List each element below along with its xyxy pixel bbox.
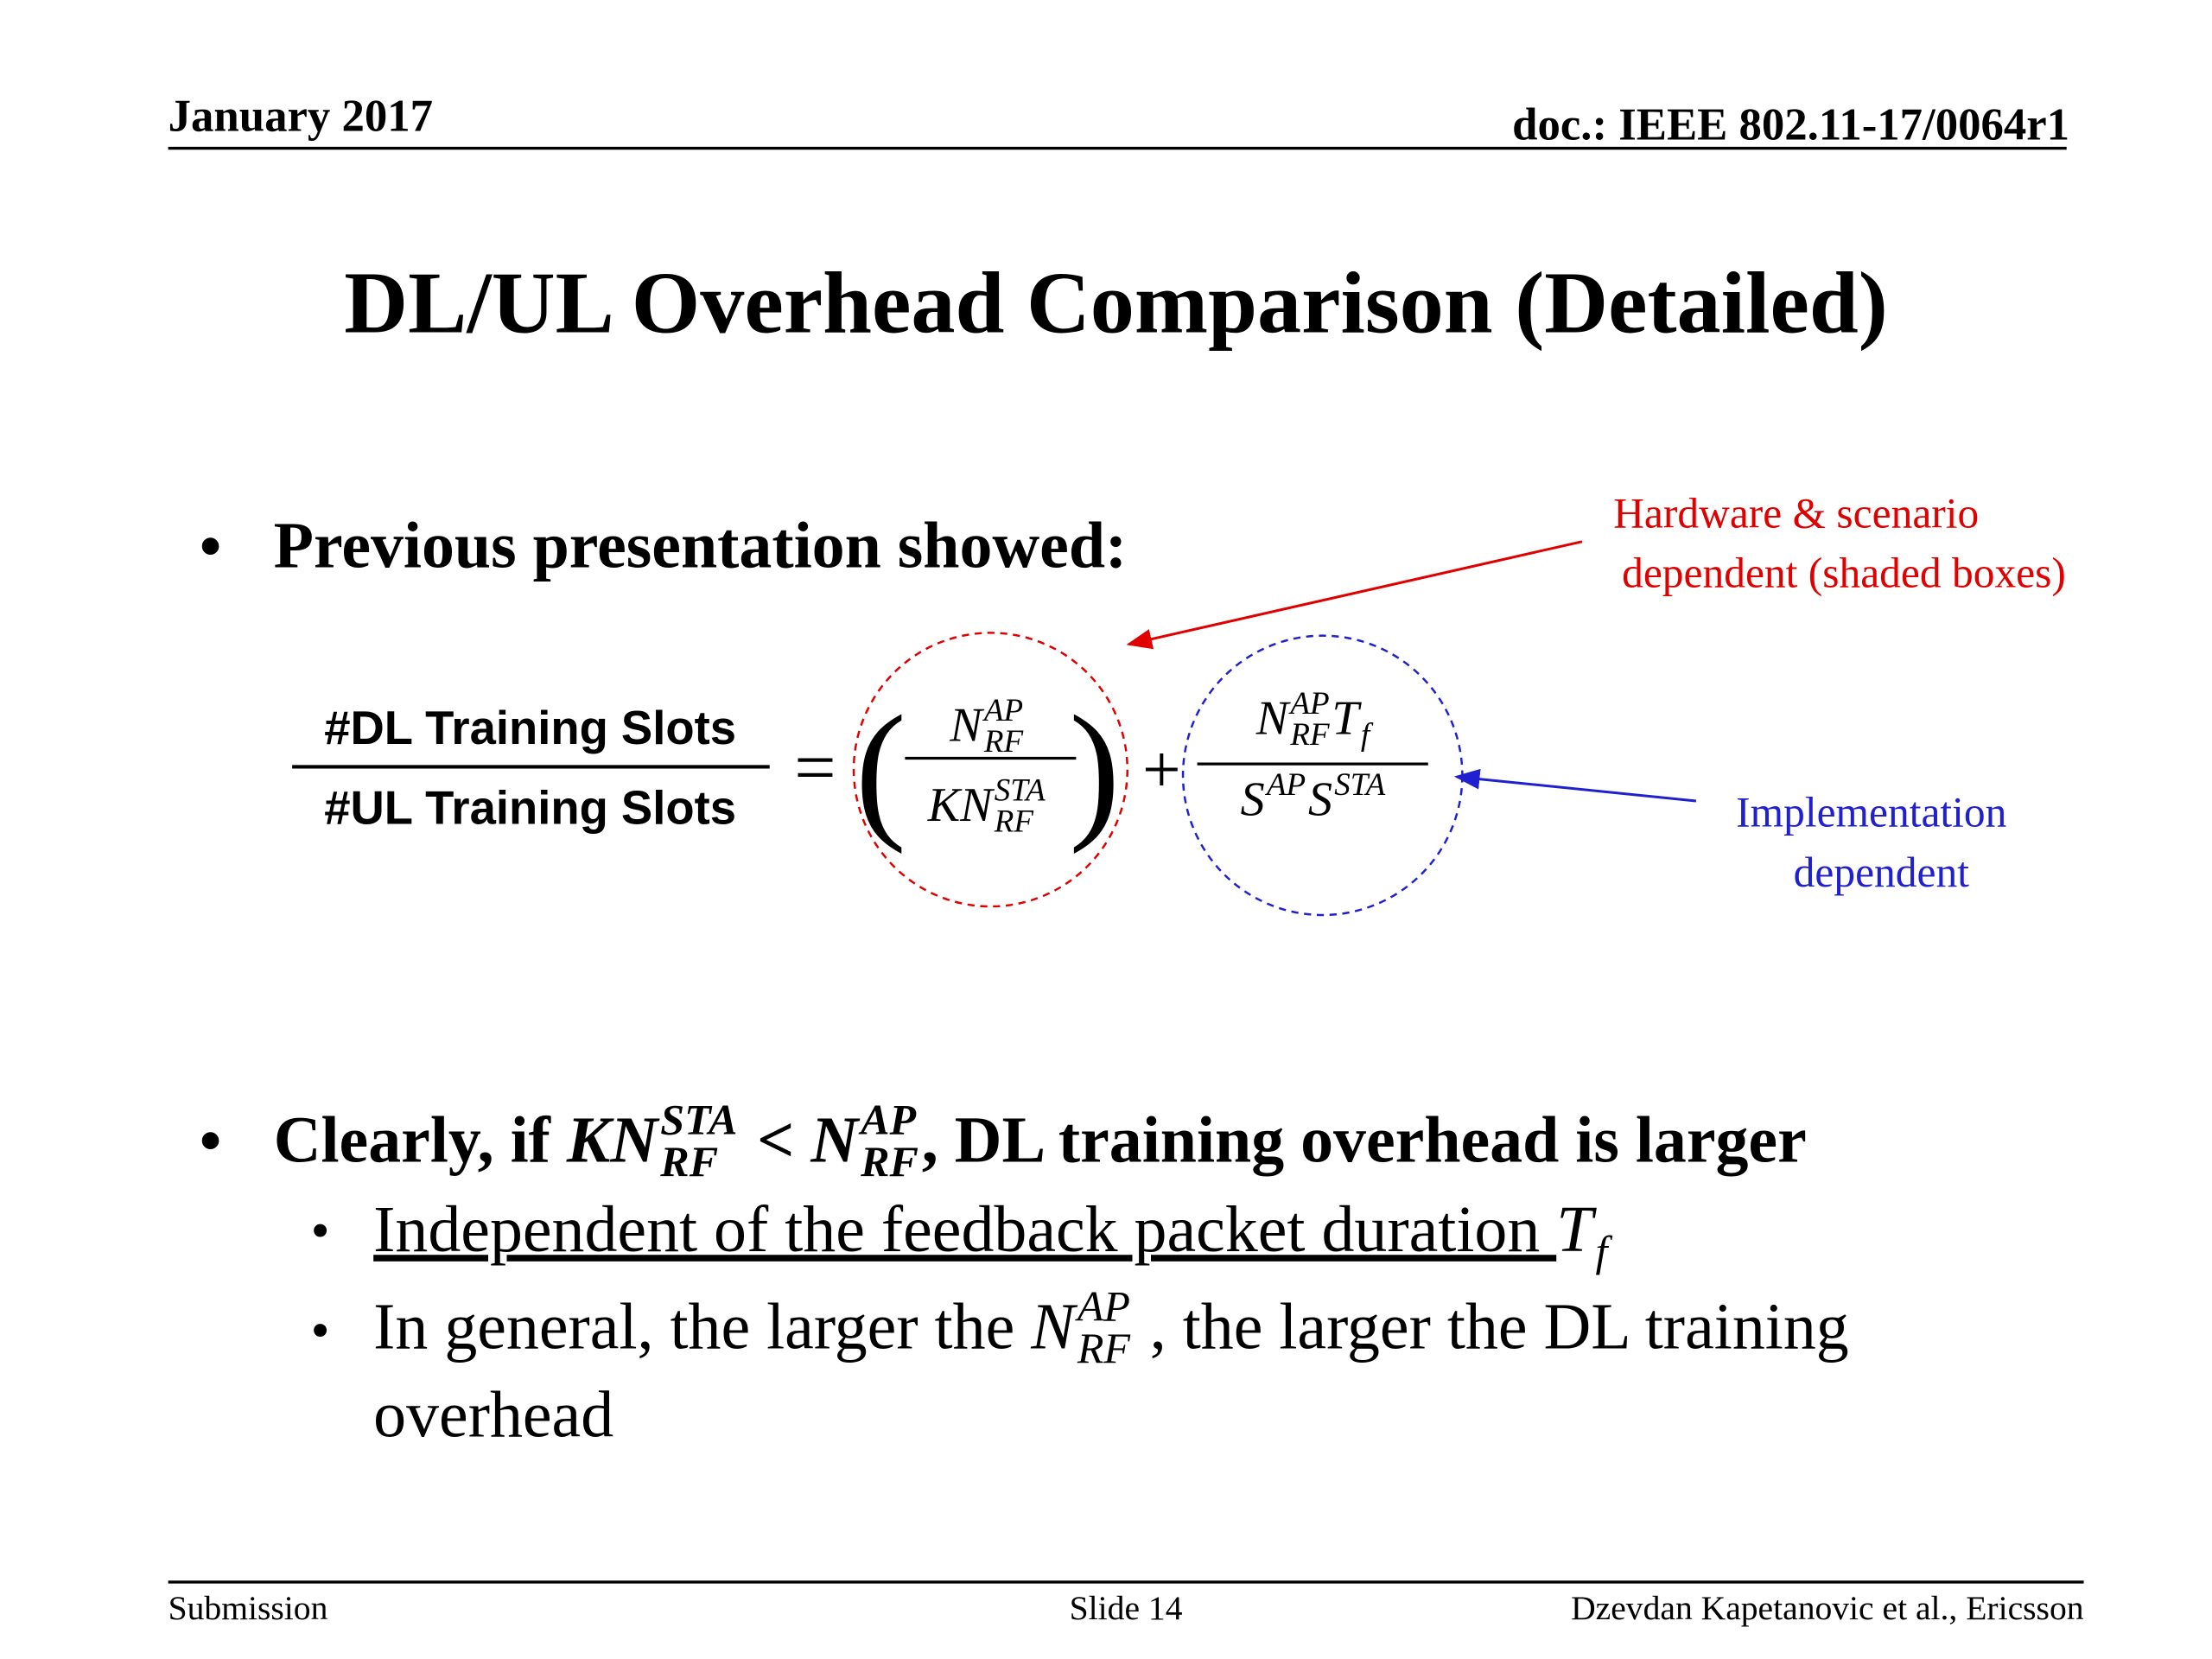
math-base: S (1308, 773, 1332, 827)
math-sub: RF (1289, 717, 1330, 753)
text-line: Independent of the feedback packet durat… (373, 1193, 1612, 1275)
math-sub: RF (1077, 1324, 1131, 1372)
math-base: N (810, 1103, 861, 1176)
math-sup: STA (995, 773, 1046, 809)
text-run: Clearly, if (274, 1103, 567, 1176)
equals-sign: = (794, 727, 836, 809)
math-base: KN (927, 779, 995, 832)
text-run: < (741, 1103, 810, 1176)
hardware-arrow (1126, 540, 1583, 650)
math-sup: AP (1075, 1282, 1130, 1331)
math-sub: f (1361, 717, 1374, 753)
math-sub: RF (983, 724, 1024, 760)
math-base: KN (566, 1103, 661, 1176)
bullet-dot: • (200, 511, 221, 581)
text-line: overhead (373, 1379, 613, 1452)
bullet-dot: • (200, 1105, 221, 1175)
plus-sign: + (1142, 732, 1181, 808)
math-base: S (1241, 773, 1265, 827)
annotation-text: dependent (shaded boxes) (1622, 550, 2066, 597)
footer-center: Slide 14 (1070, 1589, 1183, 1627)
ratio-numerator: #DL Training Slots (324, 702, 736, 754)
text-run: In general, the larger the (373, 1290, 1031, 1363)
math-sup: AP (1264, 767, 1306, 803)
slide-title: DL/UL Overhead Comparison (Detailed) (344, 254, 1887, 352)
math-sup: AP (858, 1095, 916, 1143)
text-run: overhead (373, 1379, 613, 1452)
math-base: N (949, 699, 984, 753)
math-base: N (1255, 691, 1291, 745)
math-sup: AP (1287, 686, 1329, 721)
annotation-text: Hardware & scenario (1613, 489, 1979, 537)
text-line: S AP S STA (1241, 767, 1386, 827)
math-sub: RF (860, 1137, 918, 1185)
annotation-text: dependent (1794, 849, 1970, 896)
annotation-text: Implementation (1736, 789, 2006, 836)
bullet-text: Previous presentation showed: (274, 509, 1128, 582)
header-date: January 2017 (168, 92, 433, 142)
header-doc: doc.: IEEE 802.11-17/0064r1 (1512, 100, 2069, 150)
math-sup: AP (982, 693, 1023, 728)
math-sup: STA (660, 1095, 737, 1143)
footer-right: Dzevdan Kapetanovic et al., Ericsson (1571, 1589, 2084, 1627)
text-run: Independent of the feedback packet durat… (373, 1193, 1556, 1266)
math-base: T (1556, 1193, 1597, 1266)
bullet-dot: • (311, 1200, 330, 1261)
math-sub: f (1595, 1227, 1612, 1275)
implementation-arrow (1453, 768, 1697, 803)
math-sub: RF (994, 804, 1034, 839)
ratio-denominator: #UL Training Slots (324, 781, 736, 834)
math-sub: RF (659, 1137, 718, 1185)
text-run: , the larger the DL training (1134, 1290, 1849, 1363)
math-sup: STA (1334, 767, 1385, 803)
hardware-circle (852, 632, 1128, 908)
open-paren: ( (855, 683, 906, 855)
math-base: N (1030, 1290, 1078, 1363)
math-base: T (1332, 691, 1362, 745)
footer-left: Submission (168, 1589, 328, 1627)
close-paren: ) (1069, 683, 1120, 855)
text-run: , DL training overhead is larger (922, 1103, 1807, 1176)
bullet-dot: • (311, 1300, 330, 1360)
